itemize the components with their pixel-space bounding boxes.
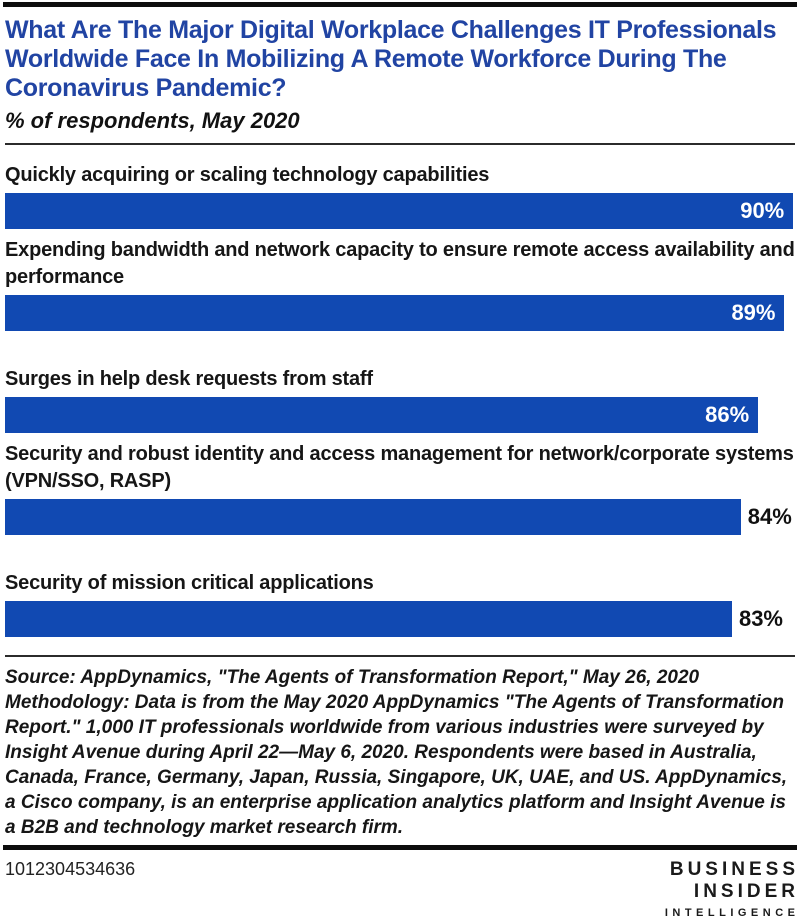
bar-track: 90% xyxy=(5,193,795,229)
bar-value-label: 86% xyxy=(705,402,750,427)
bar-category-label: Security of mission critical application… xyxy=(5,571,374,594)
bar-value-label: 90% xyxy=(740,198,785,223)
bar: 86% xyxy=(5,397,759,433)
bar-track: 86% xyxy=(5,397,795,433)
chart-title: What Are The Major Digital Workplace Cha… xyxy=(5,16,777,102)
header-divider xyxy=(5,143,795,145)
bar-track: 83% xyxy=(5,601,795,637)
bar-row: Quickly acquiring or scaling technology … xyxy=(5,145,795,247)
bar-track: 84% xyxy=(5,499,795,535)
bar-row: Expending bandwidth and network capacity… xyxy=(5,239,795,349)
logo-intelligence: INTELLIGENCE xyxy=(664,907,800,917)
chart-bottom-divider xyxy=(5,655,795,657)
tracking-number: 1012304534636 xyxy=(5,858,136,879)
top-divider xyxy=(3,2,797,7)
bar-row: Security and robust identity and access … xyxy=(5,443,795,553)
bar-category-label: Security and robust identity and access … xyxy=(5,443,794,492)
bar: 90% xyxy=(5,193,794,229)
bar xyxy=(5,601,732,637)
bar-row: Surges in help desk requests from staff … xyxy=(5,349,795,451)
bar-category-label: Expending bandwidth and network capacity… xyxy=(5,239,795,288)
bar-value-label: 83% xyxy=(738,606,783,631)
bar-chart: Quickly acquiring or scaling technology … xyxy=(5,145,795,655)
chart-subtitle: % of respondents, May 2020 xyxy=(5,108,300,133)
logo-insider: INSIDER xyxy=(693,881,799,903)
logo-business: BUSINESS xyxy=(669,858,799,880)
bar-row: Security of mission critical application… xyxy=(5,553,795,655)
bar-value-label: 89% xyxy=(731,300,776,325)
footer: 1012304534636 BUSINESS INSIDER INTELLIGE… xyxy=(5,857,795,917)
business-insider-intelligence-logo: BUSINESS INSIDER INTELLIGENCE xyxy=(665,857,795,917)
bar-track: 89% xyxy=(5,295,795,331)
bar-category-label: Surges in help desk requests from staff xyxy=(5,367,373,390)
bar-category-label: Quickly acquiring or scaling technology … xyxy=(5,163,490,186)
source-methodology-note: Source: AppDynamics, "The Agents of Tran… xyxy=(5,667,788,839)
bar xyxy=(5,499,741,535)
bar: 89% xyxy=(5,295,785,331)
footer-divider xyxy=(3,844,797,850)
bar-value-label: 84% xyxy=(747,504,792,529)
